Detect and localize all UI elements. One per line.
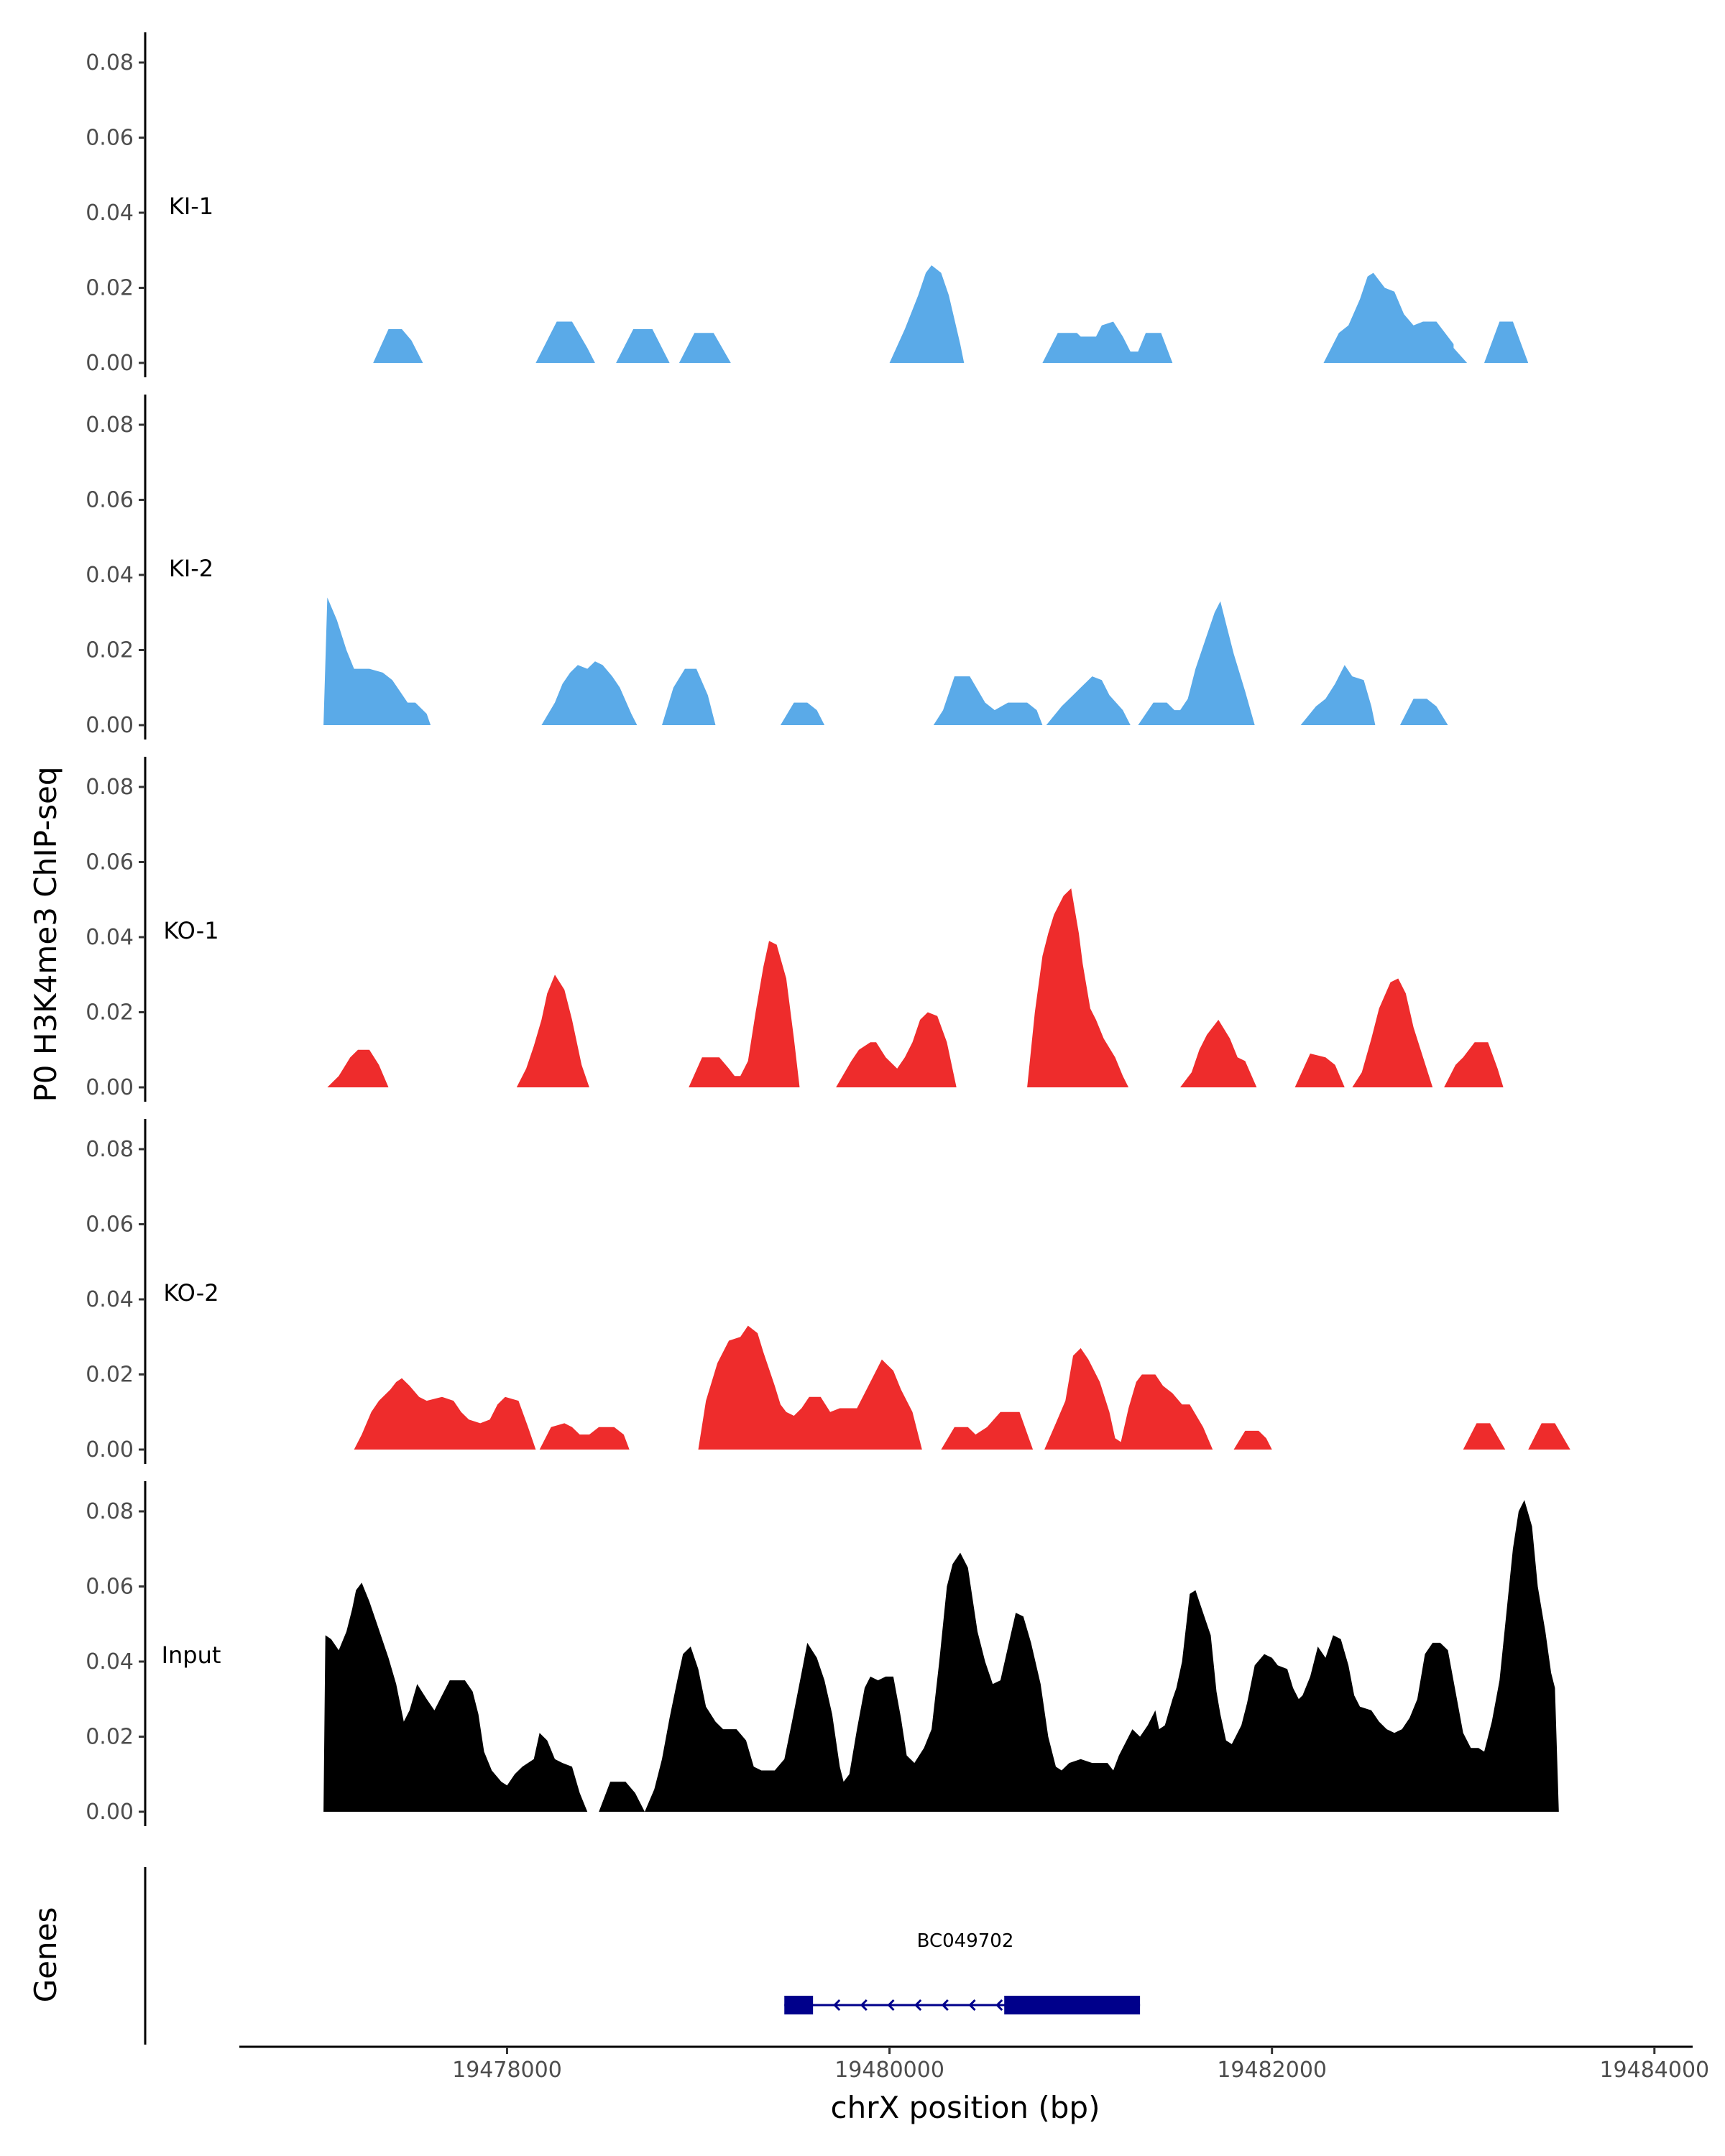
strand-arrow: [941, 1999, 949, 2012]
x-axis: 19478000 19480000 19482000 19484000: [239, 2045, 1709, 2083]
track-label-ki-2: KI-2: [169, 555, 213, 582]
x-tick-label: 19484000: [1599, 2058, 1709, 2083]
track-ko-2: 0.00 0.02 0.04 0.06 0.08 KO-2: [86, 1119, 1570, 1464]
y-tick-label: 0.06: [86, 1575, 134, 1600]
signal-area-ki-2: [323, 597, 1448, 725]
track-label-ko-2: KO-2: [163, 1279, 218, 1307]
x-tick-label: 19478000: [452, 2058, 562, 2083]
y-tick-label: 0.02: [86, 1725, 134, 1750]
gene-exon: [1004, 1996, 1141, 2014]
y-tick-label: 0.00: [86, 351, 134, 376]
y-tick-label: 0.00: [86, 1800, 134, 1825]
track-ki-2: 0.00 0.02 0.04 0.06 0.08 KI-2: [86, 395, 1448, 740]
track-label-ki-1: KI-1: [169, 193, 213, 220]
genes-axis-label: Genes: [28, 1907, 63, 2003]
track-ki-1: 0.00 0.02 0.04 0.06 0.08 KI-1: [86, 32, 1529, 377]
track-label-ko-1: KO-1: [163, 917, 218, 944]
signal-area-ko-1: [327, 888, 1504, 1087]
y-tick-label: 0.02: [86, 1363, 134, 1388]
signal-area-ki-1: [373, 265, 1529, 363]
gene-model-BC049702: [784, 1996, 1141, 2014]
y-tick-label: 0.00: [86, 713, 134, 738]
y-tick-label: 0.00: [86, 1437, 134, 1462]
y-tick-label: 0.06: [86, 1212, 134, 1238]
y-tick-label: 0.02: [86, 276, 134, 301]
y-tick-label: 0.08: [86, 413, 134, 438]
x-axis-title: chrX position (bp): [831, 2090, 1100, 2125]
y-tick-label: 0.06: [86, 126, 134, 151]
gene-track-panel: Genes BC049702: [28, 1867, 1141, 2045]
gene-exon: [784, 1996, 814, 2014]
y-tick-label: 0.08: [86, 775, 134, 800]
track-input: 0.00 0.02 0.04 0.06 0.08 Input: [86, 1481, 1559, 1826]
y-tick-label: 0.08: [86, 1137, 134, 1162]
y-tick-label: 0.06: [86, 850, 134, 875]
y-tick-label: 0.02: [86, 1000, 134, 1026]
y-tick-label: 0.04: [86, 1287, 134, 1312]
y-tick-label: 0.04: [86, 563, 134, 588]
x-tick-label: 19480000: [834, 2058, 944, 2083]
track-label-input: Input: [162, 1641, 221, 1669]
strand-arrow: [833, 1999, 841, 2012]
y-tick-label: 0.08: [86, 1499, 134, 1524]
strand-arrow: [914, 1999, 922, 2012]
strand-arrow: [995, 1999, 1003, 2012]
strand-arrow: [968, 1999, 976, 2012]
y-tick-label: 0.02: [86, 638, 134, 663]
y-tick-label: 0.06: [86, 488, 134, 513]
y-tick-label: 0.08: [86, 50, 134, 75]
track-ko-1: 0.00 0.02 0.04 0.06 0.08 KO-1: [86, 757, 1504, 1102]
x-tick-label: 19482000: [1217, 2058, 1327, 2083]
strand-arrow: [860, 1999, 868, 2012]
signal-tracks: 0.00 0.02 0.04 0.06 0.08 KI-1 0.00 0.02 0.04 0.06…: [86, 32, 1570, 1826]
gene-name-label: BC049702: [917, 1930, 1014, 1952]
y-tick-label: 0.00: [86, 1075, 134, 1100]
signal-area-input: [323, 1500, 1559, 1812]
y-tick-label: 0.04: [86, 201, 134, 226]
strand-arrow: [887, 1999, 895, 2012]
y-axis-title: P0 H3K4me3 ChIP-seq: [28, 766, 63, 1102]
signal-area-ko-2: [354, 1325, 1570, 1450]
y-tick-label: 0.04: [86, 1649, 134, 1674]
y-tick-label: 0.04: [86, 925, 134, 950]
